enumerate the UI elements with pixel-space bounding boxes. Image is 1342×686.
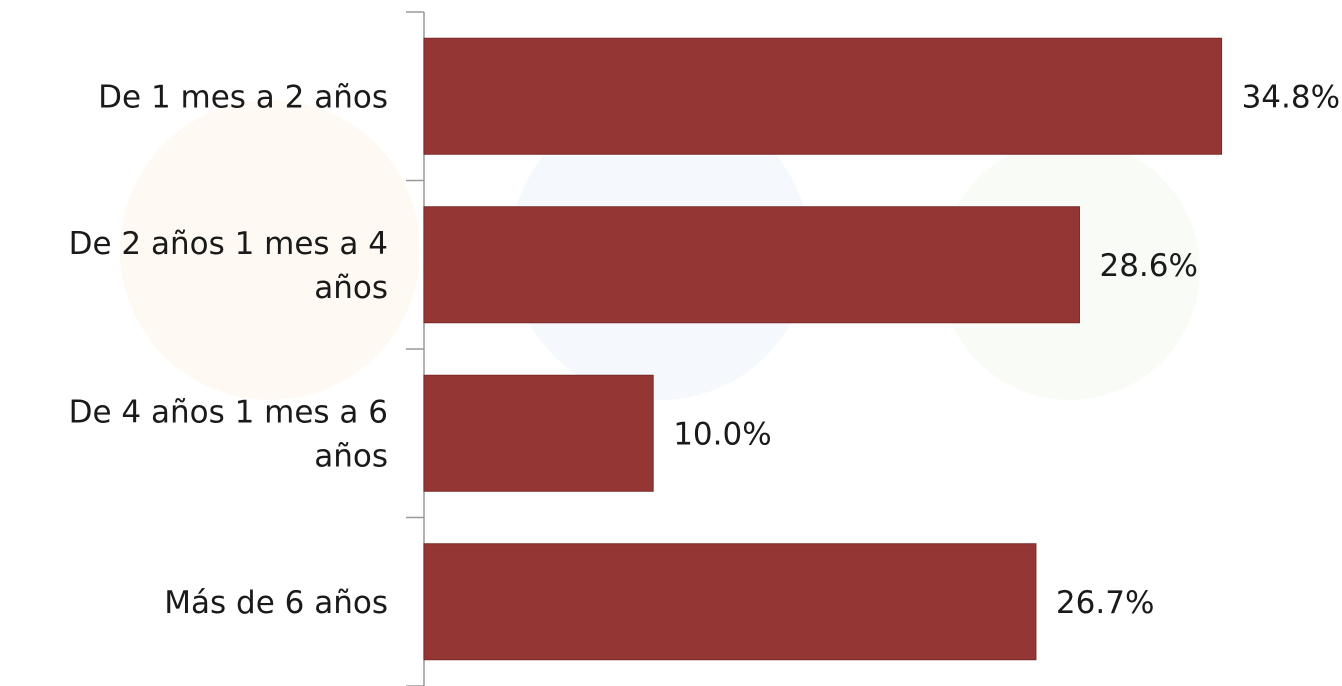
data-label: 26.7% [1056, 585, 1154, 621]
category-label: años [314, 438, 388, 474]
category-label: años [314, 270, 388, 306]
category-labels: De 1 mes a 2 años De 2 años 1 mes a 4 años… [69, 79, 388, 621]
data-label: 28.6% [1099, 248, 1197, 284]
bar [423, 543, 1037, 661]
bar [423, 206, 1080, 324]
bar [423, 37, 1223, 155]
data-labels: 34.8% 28.6% 10.0% 26.7% [673, 79, 1340, 621]
data-label: 10.0% [673, 416, 771, 452]
bar [423, 374, 654, 492]
category-label: De 2 años 1 mes a 4 [69, 226, 388, 262]
data-label: 34.8% [1242, 79, 1340, 115]
category-label: De 1 mes a 2 años [98, 79, 388, 115]
category-axis [406, 11, 425, 686]
category-label: Más de 6 años [164, 585, 388, 621]
category-label: De 4 años 1 mes a 6 [69, 394, 388, 430]
bars [423, 37, 1223, 661]
